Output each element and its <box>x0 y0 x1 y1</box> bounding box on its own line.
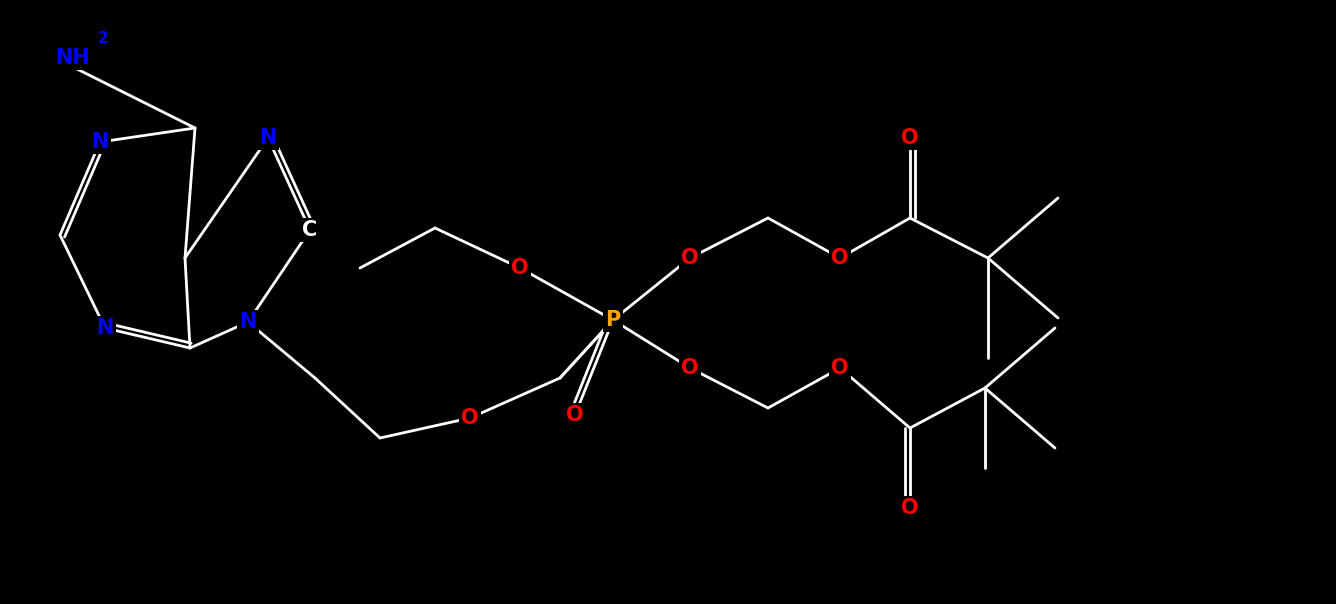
Text: N: N <box>259 128 277 148</box>
Text: P: P <box>605 310 621 330</box>
Text: O: O <box>461 408 478 428</box>
Text: 2: 2 <box>98 31 108 46</box>
Text: O: O <box>566 405 584 425</box>
Text: O: O <box>902 498 919 518</box>
Text: N: N <box>96 318 114 338</box>
Text: O: O <box>831 248 848 268</box>
Text: C: C <box>302 220 318 240</box>
Text: O: O <box>831 358 848 378</box>
Text: O: O <box>681 358 699 378</box>
Text: N: N <box>91 132 108 152</box>
Text: O: O <box>902 128 919 148</box>
Text: O: O <box>681 248 699 268</box>
Text: N: N <box>239 312 257 332</box>
Text: O: O <box>512 258 529 278</box>
Text: NH: NH <box>55 48 90 68</box>
